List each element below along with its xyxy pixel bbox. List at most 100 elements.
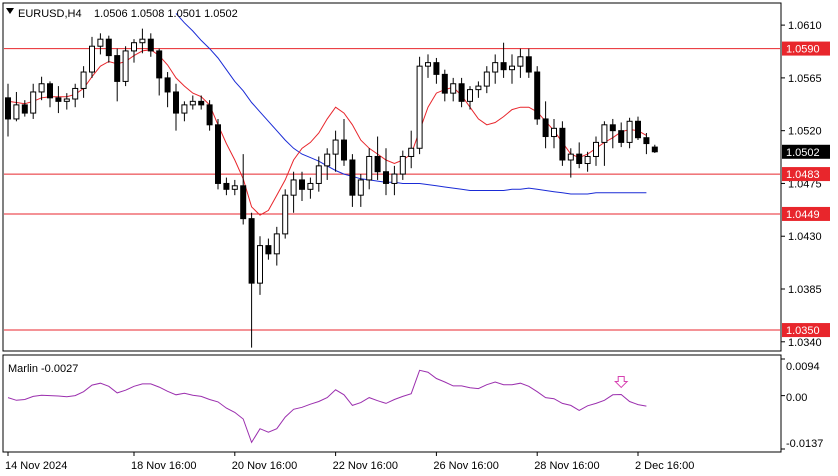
price-tag-label: 1.0350	[786, 325, 820, 337]
oscillator-line	[7, 369, 647, 444]
candle-body	[450, 83, 457, 94]
price-tag-box	[782, 144, 830, 159]
candle-body	[290, 179, 297, 196]
candle-body	[114, 55, 121, 82]
candle-body	[189, 100, 196, 106]
candle-body	[55, 97, 62, 102]
candle-body	[89, 45, 95, 73]
candle-body	[408, 147, 415, 157]
candle-body	[399, 155, 406, 175]
price-tag-label: 1.0590	[786, 44, 820, 56]
price-axis: 1.0610 1.0565 1.0520 1.0475 1.0430 1.0385 1.03…	[781, 20, 830, 349]
candle-body	[147, 38, 154, 52]
candle-body	[299, 179, 305, 190]
price-tick-label: 1.0610	[788, 20, 822, 32]
candle-body	[131, 42, 137, 52]
price-tick-label: 1.0430	[788, 231, 822, 243]
time-tick-label: 28 Nov 16:00	[534, 460, 599, 472]
candle-body	[265, 245, 272, 255]
candle-body	[257, 245, 263, 284]
candle-body	[542, 118, 549, 138]
candle-body	[223, 182, 230, 190]
price-tag-label: 1.0449	[786, 209, 820, 221]
candle-body	[483, 71, 490, 87]
candle-body	[635, 120, 641, 139]
price-tag-box	[782, 323, 830, 338]
candle-body	[206, 104, 213, 126]
candle-body	[467, 89, 473, 102]
down-arrow-icon	[613, 375, 629, 389]
ma-slow	[175, 13, 647, 195]
price-tick-label: 1.0385	[788, 284, 822, 296]
price-tick-label: 1.0565	[788, 73, 822, 85]
candle-body	[357, 179, 364, 196]
candle-body	[609, 124, 616, 132]
candle-body	[307, 182, 314, 190]
candle-body	[349, 159, 356, 196]
candle-body	[559, 127, 566, 161]
candle-body	[5, 97, 11, 120]
candle-body	[105, 38, 112, 57]
candle-body	[173, 91, 179, 114]
candle-body	[500, 62, 507, 71]
candle-body	[248, 218, 255, 284]
time-axis: 14 Nov 2024 18 Nov 16:00 20 Nov 16:00 22 No…	[5, 452, 694, 472]
candle-body	[366, 155, 373, 181]
candle-body	[441, 73, 448, 94]
candle-body	[517, 56, 524, 67]
candle-body	[97, 38, 104, 47]
candle-body	[198, 100, 205, 106]
candle-body	[13, 104, 20, 120]
candle-body	[534, 71, 541, 120]
candle-body	[122, 50, 129, 82]
candle-body	[475, 85, 482, 91]
oscillator	[7, 369, 647, 444]
candle-body	[425, 62, 431, 67]
candle-body	[391, 173, 398, 184]
candle-body	[324, 153, 331, 167]
price-tick-label: 1.0520	[788, 126, 822, 138]
candle-body	[525, 56, 532, 73]
candle-body	[215, 124, 221, 184]
candle-body	[30, 91, 37, 114]
candle-body	[181, 104, 188, 114]
price-tag-box	[782, 206, 830, 221]
candle-body	[80, 71, 87, 89]
candle-body	[47, 83, 53, 99]
time-tick-label: 26 Nov 16:00	[433, 460, 498, 472]
candle-body	[626, 120, 633, 143]
candle-body	[341, 139, 347, 161]
candle-body	[282, 194, 289, 235]
candle-body	[433, 62, 440, 75]
candle-body	[38, 83, 45, 93]
symbol-label: EURUSD,H4	[18, 8, 82, 20]
price-tag-box	[782, 167, 830, 182]
price-tag-box	[782, 41, 830, 56]
candle-body	[231, 185, 238, 190]
candle-body	[383, 171, 389, 184]
candle-body	[643, 137, 650, 145]
candle-body	[509, 65, 515, 71]
candle-body	[315, 165, 322, 184]
ohlc-label: 1.0506 1.0508 1.0501 1.0502	[94, 8, 238, 20]
candle-body	[139, 38, 146, 44]
candle-body	[593, 141, 599, 157]
time-tick-label: 14 Nov 2024	[5, 460, 67, 472]
candle-body	[240, 185, 247, 220]
candle-body	[584, 155, 591, 165]
osc-axis-mid: 0.00	[786, 392, 807, 404]
candle-body	[618, 130, 625, 143]
collapse-triangle-icon[interactable]	[6, 8, 14, 14]
candle-body	[416, 65, 423, 149]
candle-body	[63, 98, 70, 102]
price-tick-label: 1.0475	[788, 178, 822, 190]
candle-body	[332, 139, 339, 155]
time-tick-label: 22 Nov 16:00	[333, 460, 398, 472]
candle-body	[156, 50, 163, 79]
candle-body	[551, 127, 557, 138]
candle-body	[651, 146, 658, 153]
indicator-label: Marlin -0.0027	[8, 363, 78, 375]
ma-slow-line	[175, 13, 647, 195]
candles	[5, 28, 658, 348]
